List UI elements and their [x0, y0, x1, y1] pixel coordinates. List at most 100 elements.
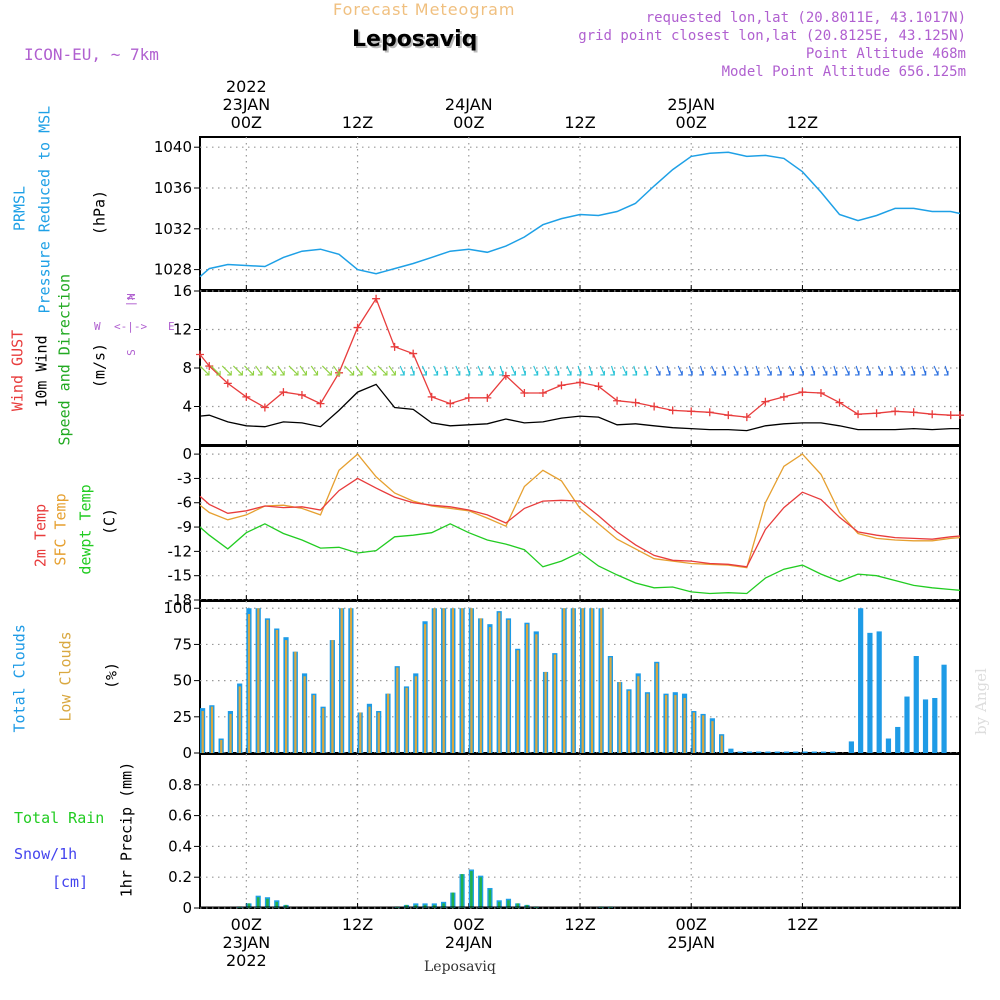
snow-bar — [256, 897, 260, 908]
low-cloud-bar — [535, 634, 538, 753]
temp2m-line — [199, 477, 961, 568]
bottom-time-tick-label: 00Z — [231, 915, 262, 934]
wind-direction-arrow — [399, 365, 405, 376]
gust-marker — [483, 393, 492, 402]
low-cloud-bar — [665, 695, 668, 753]
gust-marker — [223, 379, 232, 388]
y-tick-label: 0.4 — [168, 837, 192, 855]
bottom-date-label: 23JAN — [222, 933, 270, 952]
gust-marker — [409, 349, 418, 358]
total-cloud-bar — [848, 741, 854, 753]
low-cloud-bar — [488, 627, 492, 753]
wind-direction-arrow — [910, 365, 916, 376]
bottom-date-label: 25JAN — [667, 933, 715, 952]
wind-direction-arrow — [943, 365, 949, 376]
bottom-time-tick-label: 00Z — [676, 915, 707, 934]
snow-bar — [414, 904, 418, 908]
wind-direction-arrow — [854, 365, 860, 376]
low-cloud-bar — [377, 712, 380, 753]
low-cloud-bar — [238, 686, 241, 753]
total-cloud-bar — [885, 738, 892, 753]
y-tick-label: -9 — [177, 518, 192, 536]
gust-marker — [946, 411, 955, 420]
bottom-time-tick-label: 12Z — [564, 915, 595, 934]
wind-direction-arrow — [477, 365, 483, 376]
bottom-time-tick-label: 12Z — [342, 915, 373, 934]
low-cloud-bar — [294, 651, 297, 753]
low-cloud-bar — [702, 715, 705, 753]
gust-marker — [242, 392, 251, 401]
snow-label: Snow/1h — [14, 845, 78, 863]
y-tick-label: 100 — [163, 599, 192, 617]
y-tick-label: 0.2 — [168, 868, 192, 886]
snow-bar — [525, 904, 529, 908]
y-tick-label: 8 — [182, 359, 192, 377]
pressure-line — [199, 151, 961, 278]
gust-marker — [427, 392, 436, 401]
wind-direction-arrow — [711, 365, 717, 376]
low-cloud-bar — [322, 708, 325, 753]
low-cloud-bar — [553, 654, 556, 753]
wind-direction-arrow — [743, 365, 749, 376]
wind-direction-arrow — [721, 365, 727, 376]
wind-direction-arrow — [299, 365, 307, 376]
snow-bar — [507, 900, 510, 908]
wind-direction-arrow — [643, 365, 649, 376]
wind-direction-arrow — [521, 365, 526, 376]
gust-marker — [501, 371, 510, 380]
wind-direction-arrow — [655, 365, 661, 376]
wind-direction-arrow — [465, 365, 471, 376]
y-tick-label: -3 — [177, 469, 192, 487]
y-tick-label: 0 — [182, 744, 192, 762]
low-cloud-bar — [266, 619, 269, 753]
top-time-tick-label: 00Z — [676, 113, 707, 132]
low-cloud-bar — [544, 671, 547, 753]
low-cloud-bar — [229, 713, 232, 753]
wind-direction-arrow — [832, 365, 838, 376]
gust-marker — [594, 382, 603, 391]
compass-west: W — [94, 320, 101, 333]
wind-direction-arrow — [921, 365, 927, 376]
y-tick-label: 4 — [182, 398, 192, 416]
gust-marker — [816, 389, 825, 398]
gust-marker — [631, 398, 640, 407]
wind-direction-arrow — [766, 365, 772, 376]
bottom-date-label: 24JAN — [445, 933, 493, 952]
wind-direction-arrow — [499, 365, 504, 376]
wind-direction-arrow — [566, 365, 572, 376]
gust-marker — [520, 389, 529, 398]
wind-direction-arrow — [888, 365, 893, 376]
wind-direction-arrow — [754, 365, 760, 376]
wind-direction-arrow — [288, 365, 299, 376]
y-tick-label: 1040 — [154, 138, 192, 156]
gust-marker — [956, 411, 964, 420]
gust-marker — [798, 388, 807, 397]
wind-direction-arrow — [433, 365, 439, 376]
gust-marker — [761, 397, 770, 406]
gust-marker — [872, 409, 881, 418]
total-cloud-bar — [858, 608, 864, 753]
wind-direction-arrow — [321, 365, 332, 376]
gust-marker — [668, 406, 677, 415]
snow-bar — [516, 903, 520, 908]
gust-marker — [538, 389, 547, 398]
model-name: ICON-EU, ~ 7km — [24, 45, 159, 64]
wind-direction-arrow — [443, 365, 449, 376]
low-cloud-bar — [405, 687, 408, 753]
y-tick-label: 0.8 — [168, 776, 192, 794]
model-altitude: Model Point Altitude 656.125m — [721, 64, 966, 80]
point-altitude: Point Altitude 468m — [805, 46, 966, 62]
wind-direction-arrow — [933, 365, 939, 376]
total-cloud-bar — [811, 751, 817, 753]
y-tick-label: 1032 — [154, 220, 192, 238]
y-tick-label: 25 — [173, 708, 192, 726]
location-title: Leposaviq — [352, 27, 478, 52]
wind-direction-arrow — [199, 365, 210, 376]
y-tick-label: 12 — [173, 321, 192, 339]
gust-marker — [705, 408, 714, 417]
low-cloud-bar — [618, 682, 621, 753]
snow-bar — [247, 903, 251, 908]
low-cloud-bar — [609, 657, 612, 753]
wind-direction-arrow — [576, 365, 582, 376]
